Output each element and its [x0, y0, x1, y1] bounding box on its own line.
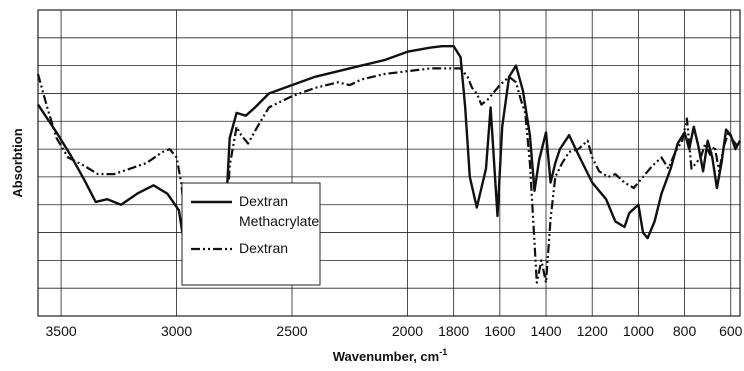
legend-label-dextran-methacrylate-line2: Methacrylate: [239, 213, 319, 229]
x-tick-label-1000: 1000: [623, 323, 654, 339]
x-tick-label-2000: 2000: [392, 323, 423, 339]
legend-box: [181, 182, 321, 286]
plot-area-frame: [37, 9, 741, 317]
legend: Dextran Methacrylate Dextran: [181, 182, 321, 286]
x-tick-label-600: 600: [719, 323, 743, 339]
series-line-dextran: [36, 67, 742, 284]
x-tick-label-3000: 3000: [161, 323, 192, 339]
x-tick-label-1200: 1200: [577, 323, 608, 339]
chart-grid: [38, 10, 740, 316]
x-tick-label-800: 800: [673, 323, 697, 339]
y-axis-title: Absorbtion: [10, 128, 25, 197]
legend-label-dextran: Dextran: [239, 240, 288, 256]
x-tick-label-2500: 2500: [276, 323, 307, 339]
x-tick-label-1600: 1600: [484, 323, 515, 339]
x-tick-label-1800: 1800: [438, 323, 469, 339]
series-line-dextran-methacrylate: [37, 45, 742, 281]
x-tick-labels: 3500 3000 2500 2000 1800 1600 1400 1200 1000 800 6…: [46, 323, 743, 339]
x-tick-label-3500: 3500: [46, 323, 77, 339]
x-tick-label-1400: 1400: [530, 323, 561, 339]
x-axis-title-superscript: -1: [439, 347, 447, 357]
legend-label-dextran-methacrylate-line1: Dextran: [239, 193, 288, 209]
series-layer: [36, 45, 742, 284]
x-axis-title: Wavenumber, cm-1: [333, 347, 447, 364]
